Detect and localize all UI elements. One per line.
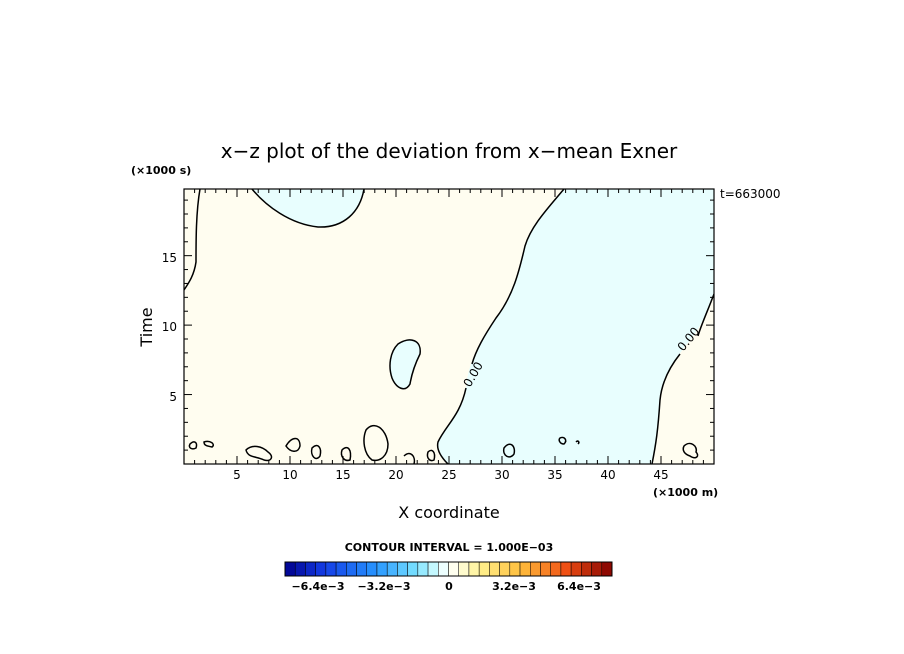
colorbar-bin bbox=[468, 561, 480, 577]
x-axis-label: X coordinate bbox=[398, 503, 499, 522]
contour-bottom-3 bbox=[245, 445, 273, 462]
contour-bottom-7 bbox=[363, 424, 389, 462]
colorbar-bin bbox=[335, 561, 347, 577]
contour-interval-label: CONTOUR INTERVAL = 1.000E−03 bbox=[345, 541, 554, 554]
time-label: t=663000 bbox=[720, 187, 781, 201]
contour-bottom-5 bbox=[310, 444, 322, 460]
contour-bottom-2 bbox=[203, 440, 215, 448]
colorbar-bin bbox=[346, 561, 357, 577]
contour-bottom-9 bbox=[426, 449, 436, 462]
axis-ticks bbox=[184, 189, 714, 464]
x-tick-label: 15 bbox=[335, 468, 350, 482]
colorbar-bin bbox=[386, 561, 398, 577]
contour-bottom-12 bbox=[575, 440, 580, 445]
contour-bottom-13 bbox=[682, 442, 699, 459]
colorbar-bin bbox=[427, 561, 439, 577]
negative-region-main bbox=[438, 189, 714, 464]
colorbar-tick-label: 0 bbox=[445, 580, 453, 593]
colorbar-tick-label: 6.4e−3 bbox=[557, 580, 601, 593]
x-tick-label: 40 bbox=[600, 468, 615, 482]
y-unit-label: (×1000 s) bbox=[131, 164, 191, 177]
colorbar-bin bbox=[376, 561, 388, 577]
colorbar-bin bbox=[570, 561, 582, 577]
plot-area: 0.00 0.00 bbox=[184, 189, 714, 464]
y-tick-label: 15 bbox=[162, 251, 177, 265]
colorbar-bin bbox=[284, 561, 296, 577]
colorbar-bin bbox=[560, 561, 572, 577]
colorbar-bin bbox=[530, 561, 541, 577]
colorbar-bin bbox=[458, 561, 470, 577]
x-tick-label: 30 bbox=[494, 468, 509, 482]
colorbar-bin bbox=[448, 561, 459, 577]
x-unit-label: (×1000 m) bbox=[653, 486, 718, 499]
contour-right bbox=[697, 293, 714, 337]
colorbar-bin bbox=[325, 561, 337, 577]
colorbar-bin bbox=[550, 561, 562, 577]
colorbar-bin bbox=[356, 561, 367, 577]
colorbar-frame bbox=[284, 561, 613, 577]
contour-bottom-4 bbox=[285, 437, 301, 452]
x-tick-label: 35 bbox=[547, 468, 562, 482]
colorbar-bin bbox=[509, 561, 521, 577]
y-axis-label: Time bbox=[137, 307, 156, 347]
colorbar-tick-label: −3.2e−3 bbox=[357, 580, 410, 593]
y-tick-labels: 5 10 15 bbox=[162, 251, 177, 404]
y-tick-label: 5 bbox=[169, 390, 177, 404]
x-tick-label: 45 bbox=[653, 468, 668, 482]
colorbar-tick-labels: −6.4e−3 −3.2e−3 0 3.2e−3 6.4e−3 bbox=[291, 580, 600, 593]
colorbar-tick-label: 3.2e−3 bbox=[492, 580, 536, 593]
colorbar-bin bbox=[591, 561, 603, 577]
x-tick-label: 10 bbox=[282, 468, 297, 482]
colorbar-bin bbox=[315, 561, 327, 577]
colorbar-bin bbox=[601, 561, 613, 577]
contour-right-lower bbox=[651, 353, 681, 464]
colorbar-bin bbox=[489, 561, 500, 577]
contour-main-band-lower bbox=[436, 387, 467, 464]
colorbar-bin bbox=[407, 561, 419, 577]
x-tick-labels: 5 10 15 20 25 30 35 40 45 bbox=[233, 468, 668, 482]
colorbar bbox=[284, 561, 613, 577]
colorbar-bin bbox=[366, 561, 378, 577]
colorbar-bin bbox=[417, 561, 429, 577]
contour-island bbox=[389, 339, 421, 390]
colorbar-bin bbox=[519, 561, 531, 577]
x-tick-label: 20 bbox=[388, 468, 403, 482]
colorbar-bin bbox=[499, 561, 511, 577]
colorbar-bin bbox=[540, 561, 551, 577]
chart-title: x−z plot of the deviation from x−mean Ex… bbox=[221, 139, 678, 163]
contour-bottom-6 bbox=[340, 446, 352, 462]
negative-region-island bbox=[390, 339, 421, 389]
contour-top-blob bbox=[251, 189, 365, 228]
colorbar-bin bbox=[294, 561, 306, 577]
contour-bottom-1 bbox=[188, 441, 198, 450]
contour-left bbox=[184, 189, 201, 291]
x-tick-label: 5 bbox=[233, 468, 241, 482]
contour-lines bbox=[184, 189, 714, 464]
colorbar-bin bbox=[581, 561, 592, 577]
colorbar-bin bbox=[305, 561, 316, 577]
colorbar-bin bbox=[478, 561, 490, 577]
colorbar-bin bbox=[438, 561, 449, 577]
colorbar-bin bbox=[397, 561, 408, 577]
contour-bottom-8 bbox=[403, 452, 416, 464]
colorbar-tick-label: −6.4e−3 bbox=[291, 580, 344, 593]
y-tick-label: 10 bbox=[162, 320, 177, 334]
x-tick-label: 25 bbox=[441, 468, 456, 482]
contour-bottom-10 bbox=[502, 443, 516, 458]
contour-main-band bbox=[471, 189, 565, 365]
contour-bottom-11 bbox=[558, 436, 567, 445]
negative-region-top bbox=[252, 189, 364, 228]
